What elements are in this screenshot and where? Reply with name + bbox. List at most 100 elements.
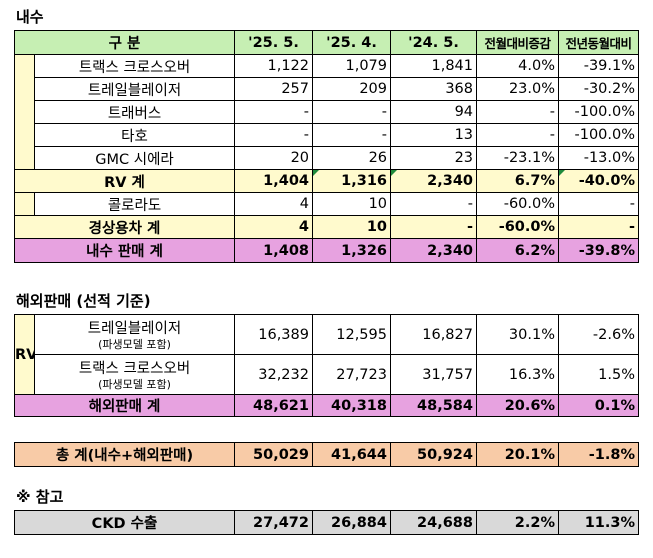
cell-value: 1,326 xyxy=(312,238,392,263)
cell-value: - xyxy=(558,215,640,239)
cell-value: 31,757 xyxy=(390,354,477,395)
grand-total-label: 총 계(내수+해외판매) xyxy=(14,442,235,467)
model-name: 트래버스 xyxy=(33,100,236,124)
model-cell: 트레일블레이저 (파생모델 포함) xyxy=(34,314,235,355)
commercial-group-spacer xyxy=(14,192,35,216)
header-mom-change: 전월대비증감 xyxy=(476,30,560,55)
cell-value: 368 xyxy=(390,77,478,101)
cell-value: -39.1% xyxy=(558,54,640,78)
domestic-sales-table: 구 분 '25. 5. '25. 4. '24. 5. 전월대비증감 전년동월대… xyxy=(13,30,640,263)
header-2025-apr: '25. 4. xyxy=(312,30,392,55)
export-total-label: 해외판매 계 xyxy=(14,394,235,417)
cell-value: 2.2% xyxy=(476,510,559,535)
cell-value: 6.2% xyxy=(476,238,560,263)
cell-value: 2,340 xyxy=(390,169,478,193)
table-row: 트랙스 크로스오버 (파생모델 포함) 32,232 27,723 31,757… xyxy=(15,354,639,395)
cell-value: 1,841 xyxy=(390,54,478,78)
table-row: GMC 시에라 20 26 23 -23.1% -13.0% xyxy=(15,146,640,170)
cell-value: 23 xyxy=(390,146,478,170)
cell-value: 94 xyxy=(390,100,478,124)
export-sales-table: RV 트레일블레이저 (파생모델 포함) 16,389 12,595 16,82… xyxy=(14,314,639,417)
model-name: 트랙스 크로스오버 xyxy=(78,360,191,377)
cell-value: -40.0% xyxy=(558,169,640,193)
header-yoy-change: 전년동월대비 xyxy=(558,30,640,55)
cell-value: 13 xyxy=(390,123,478,147)
cell-value: 41,644 xyxy=(312,442,391,467)
cell-value: 16,389 xyxy=(234,314,313,355)
cell-value: 1,316 xyxy=(312,169,392,193)
cell-value: 4.0% xyxy=(476,54,560,78)
ckd-row: CKD 수출 27,472 26,884 24,688 2.2% 11.3% xyxy=(14,510,639,535)
cell-value: 24,688 xyxy=(390,510,477,535)
cell-value: 257 xyxy=(234,77,314,101)
cell-value: - xyxy=(312,123,392,147)
header-row: 구 분 '25. 5. '25. 4. '24. 5. 전월대비증감 전년동월대… xyxy=(13,30,640,55)
cell-value: 209 xyxy=(312,77,392,101)
header-2025-may: '25. 5. xyxy=(234,30,314,55)
cell-value: 26,884 xyxy=(312,510,391,535)
cell-value: 16.3% xyxy=(476,354,559,395)
cell-value: 40,318 xyxy=(312,394,391,417)
cell-value: 10 xyxy=(312,192,392,216)
cell-value: 6.7% xyxy=(476,169,560,193)
cell-value: 1,079 xyxy=(312,54,392,78)
table-row: 트래버스 - - 94 - -100.0% xyxy=(15,100,640,124)
cell-value: 1,408 xyxy=(234,238,314,263)
cell-value: -23.1% xyxy=(476,146,560,170)
rv-subtotal-row: RV 계 1,404 1,316 2,340 6.7% -40.0% xyxy=(13,169,640,193)
table-row: 타호 - - 13 - -100.0% xyxy=(15,123,640,147)
cell-value: - xyxy=(476,100,560,124)
model-name: 콜로라도 xyxy=(33,192,236,216)
model-cell: 트랙스 크로스오버 (파생모델 포함) xyxy=(34,354,235,395)
cell-value: 1,122 xyxy=(234,54,314,78)
cell-value: -39.8% xyxy=(558,238,640,263)
table-row: 트랙스 크로스오버 1,122 1,079 1,841 4.0% -39.1% xyxy=(14,54,640,170)
cell-value: 2,340 xyxy=(390,238,478,263)
cell-value: 48,584 xyxy=(390,394,477,417)
export-section-title: 해외판매 (선적 기준) xyxy=(16,292,151,310)
cell-value: -30.2% xyxy=(558,77,640,101)
cell-value: 26 xyxy=(312,146,392,170)
header-category: 구 분 xyxy=(13,30,236,55)
model-name: 트레일블레이저 xyxy=(33,77,236,101)
cell-value: 4 xyxy=(234,215,314,239)
model-note: (파생모델 포함) xyxy=(98,377,171,391)
cell-value: - xyxy=(312,100,392,124)
cell-value: 20 xyxy=(234,146,314,170)
cell-value: 27,723 xyxy=(312,354,391,395)
cell-value: 23.0% xyxy=(476,77,560,101)
cell-value: 32,232 xyxy=(234,354,313,395)
cell-value: 16,827 xyxy=(390,314,477,355)
cell-value: - xyxy=(390,215,478,239)
domestic-total-label: 내수 판매 계 xyxy=(13,238,236,263)
cell-value: 12,595 xyxy=(312,314,391,355)
cell-value: - xyxy=(390,192,478,216)
cell-value: 20.6% xyxy=(476,394,559,417)
cell-value: 4 xyxy=(234,192,314,216)
grand-total-table: 총 계(내수+해외판매) 50,029 41,644 50,924 20.1% … xyxy=(14,442,639,467)
cell-value: -60.0% xyxy=(476,215,560,239)
export-total-row: 해외판매 계 48,621 40,318 48,584 20.6% 0.1% xyxy=(14,394,639,417)
cell-value: 20.1% xyxy=(476,442,559,467)
cell-value: - xyxy=(234,100,314,124)
ckd-table: CKD 수출 27,472 26,884 24,688 2.2% 11.3% xyxy=(14,510,639,535)
cell-value: - xyxy=(234,123,314,147)
cell-value: 1.5% xyxy=(558,354,639,395)
cell-value: 30.1% xyxy=(476,314,559,355)
cell-value: -1.8% xyxy=(558,442,639,467)
cell-value: -100.0% xyxy=(558,123,640,147)
cell-value: 50,924 xyxy=(390,442,477,467)
model-name: 트레일블레이저 xyxy=(87,320,182,337)
commercial-subtotal-row: 경상용차 계 4 10 - -60.0% - xyxy=(13,215,640,239)
header-2024-may: '24. 5. xyxy=(390,30,478,55)
rv-subtotal-label: RV 계 xyxy=(13,169,236,193)
cell-value: 10 xyxy=(312,215,392,239)
cell-value: 27,472 xyxy=(234,510,313,535)
model-note: (파생모델 포함) xyxy=(98,337,171,351)
table-row: 트레일블레이저 257 209 368 23.0% -30.2% xyxy=(15,77,640,101)
cell-value: 48,621 xyxy=(234,394,313,417)
rv-group-spacer xyxy=(14,54,35,170)
table-row: RV 트레일블레이저 (파생모델 포함) 16,389 12,595 16,82… xyxy=(14,314,639,395)
cell-value: -13.0% xyxy=(558,146,640,170)
cell-value: - xyxy=(476,123,560,147)
